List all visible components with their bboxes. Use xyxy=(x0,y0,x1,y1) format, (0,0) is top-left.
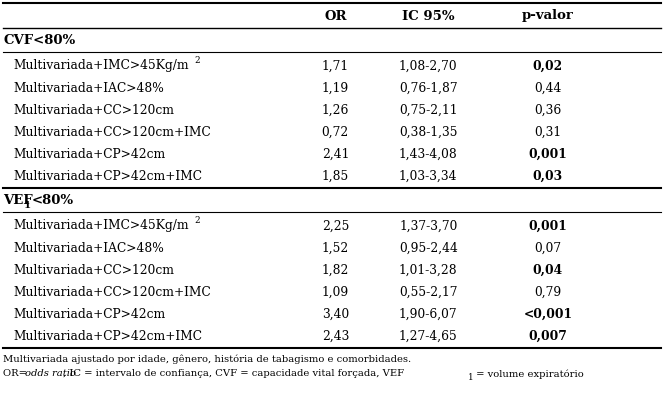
Text: Multivariada+CP>42cm: Multivariada+CP>42cm xyxy=(13,147,165,160)
Text: 1,90-6,07: 1,90-6,07 xyxy=(399,307,457,321)
Text: 1,09: 1,09 xyxy=(321,285,349,299)
Text: 0,55-2,17: 0,55-2,17 xyxy=(399,285,457,299)
Text: 0,03: 0,03 xyxy=(533,169,563,182)
Text: 0,007: 0,007 xyxy=(529,329,567,343)
Text: 0,04: 0,04 xyxy=(533,263,563,277)
Text: 1,03-3,34: 1,03-3,34 xyxy=(399,169,457,182)
Text: 2,41: 2,41 xyxy=(321,147,349,160)
Text: 0,38-1,35: 0,38-1,35 xyxy=(399,125,457,138)
Text: 1,52: 1,52 xyxy=(321,242,349,255)
Text: IC 95%: IC 95% xyxy=(402,9,455,22)
Text: Multivariada+CP>42cm+IMC: Multivariada+CP>42cm+IMC xyxy=(13,169,203,182)
Text: Multivariada+IMC>45Kg/m: Multivariada+IMC>45Kg/m xyxy=(13,220,189,233)
Text: , IC = intervalo de confiança, CVF = capacidade vital forçada, VEF: , IC = intervalo de confiança, CVF = cap… xyxy=(63,369,404,378)
Text: <80%: <80% xyxy=(32,193,74,206)
Text: Multivariada+IMC>45Kg/m: Multivariada+IMC>45Kg/m xyxy=(13,59,189,72)
Text: 0,44: 0,44 xyxy=(534,81,562,94)
Text: 0,79: 0,79 xyxy=(534,285,562,299)
Text: 2,43: 2,43 xyxy=(321,329,349,343)
Text: Multivariada+IAC>48%: Multivariada+IAC>48% xyxy=(13,242,164,255)
Text: 2: 2 xyxy=(194,217,199,226)
Text: 0,75-2,11: 0,75-2,11 xyxy=(399,103,457,116)
Text: = volume expiratório: = volume expiratório xyxy=(473,369,584,379)
Text: 0,02: 0,02 xyxy=(533,59,563,72)
Text: 1,37-3,70: 1,37-3,70 xyxy=(399,220,457,233)
Text: Multivariada+CP>42cm+IMC: Multivariada+CP>42cm+IMC xyxy=(13,329,203,343)
Text: 1,82: 1,82 xyxy=(321,263,349,277)
Text: Multivariada ajustado por idade, gênero, história de tabagismo e comorbidades.: Multivariada ajustado por idade, gênero,… xyxy=(3,354,412,364)
Text: 1,01-3,28: 1,01-3,28 xyxy=(399,263,457,277)
Text: odds ratio: odds ratio xyxy=(25,369,76,378)
Text: p-valor: p-valor xyxy=(522,9,574,22)
Text: Multivariada+IAC>48%: Multivariada+IAC>48% xyxy=(13,81,164,94)
Text: 1,19: 1,19 xyxy=(321,81,349,94)
Text: 2: 2 xyxy=(194,56,199,65)
Text: 1: 1 xyxy=(24,200,31,209)
Text: Multivariada+CC>120cm+IMC: Multivariada+CC>120cm+IMC xyxy=(13,285,211,299)
Text: CVF<80%: CVF<80% xyxy=(3,35,76,48)
Text: 0,07: 0,07 xyxy=(535,242,561,255)
Text: 0,001: 0,001 xyxy=(529,220,567,233)
Text: 0,72: 0,72 xyxy=(321,125,349,138)
Text: 3,40: 3,40 xyxy=(321,307,349,321)
Text: 1,08-2,70: 1,08-2,70 xyxy=(399,59,457,72)
Text: 1,43-4,08: 1,43-4,08 xyxy=(399,147,457,160)
Text: 1,27-4,65: 1,27-4,65 xyxy=(399,329,457,343)
Text: 0,001: 0,001 xyxy=(529,147,567,160)
Text: 1: 1 xyxy=(467,373,473,382)
Text: <0,001: <0,001 xyxy=(523,307,572,321)
Text: 1,71: 1,71 xyxy=(322,59,349,72)
Text: VEF: VEF xyxy=(3,193,33,206)
Text: 0,31: 0,31 xyxy=(535,125,561,138)
Text: Multivariada+CC>120cm: Multivariada+CC>120cm xyxy=(13,263,174,277)
Text: 1,85: 1,85 xyxy=(321,169,349,182)
Text: Multivariada+CC>120cm+IMC: Multivariada+CC>120cm+IMC xyxy=(13,125,211,138)
Text: Multivariada+CC>120cm: Multivariada+CC>120cm xyxy=(13,103,174,116)
Text: OR=: OR= xyxy=(3,369,31,378)
Text: 0,76-1,87: 0,76-1,87 xyxy=(399,81,457,94)
Text: 0,36: 0,36 xyxy=(534,103,562,116)
Text: 1,26: 1,26 xyxy=(321,103,349,116)
Text: OR: OR xyxy=(324,9,347,22)
Text: 0,95-2,44: 0,95-2,44 xyxy=(399,242,457,255)
Text: 2,25: 2,25 xyxy=(321,220,349,233)
Text: Multivariada+CP>42cm: Multivariada+CP>42cm xyxy=(13,307,165,321)
